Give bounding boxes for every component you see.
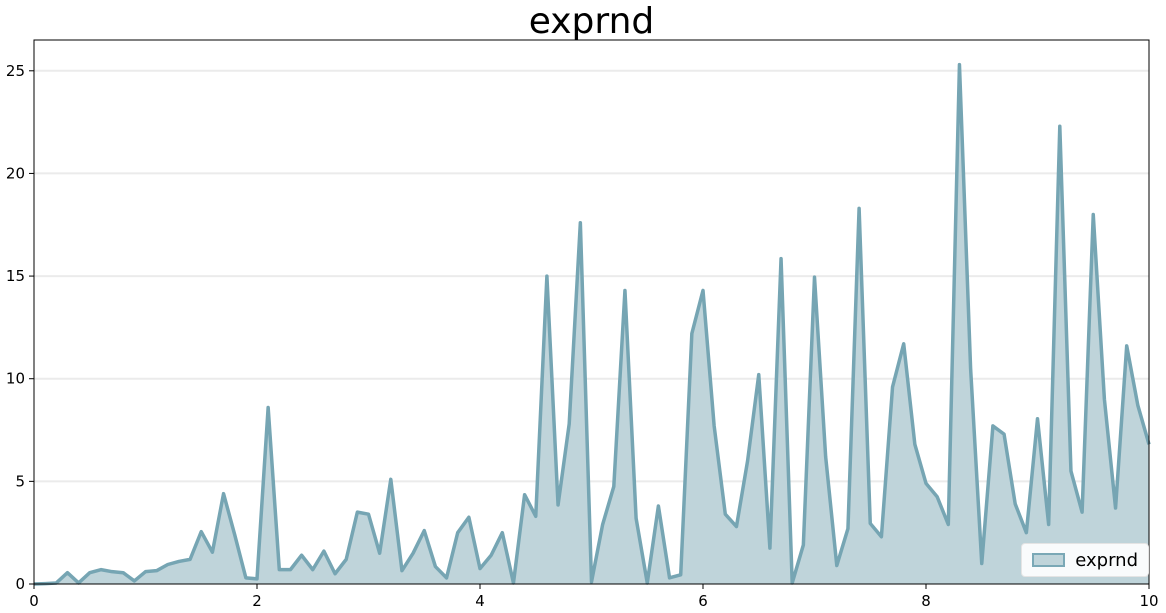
legend-swatch: [1032, 553, 1066, 567]
plot-frame: [33, 39, 1150, 585]
x-tick-label-4: 4: [475, 592, 485, 610]
y-tick-label-5: 5: [15, 472, 25, 490]
x-tick-label-2: 2: [252, 592, 262, 610]
y-axis-ticks: 0 5 10 15 20 25: [6, 62, 34, 593]
y-tick-label-10: 10: [6, 370, 25, 388]
y-tick-label-0: 0: [15, 575, 25, 593]
y-tick-label-15: 15: [6, 267, 25, 285]
x-axis-ticks: 0 2 4 6 8 10: [29, 584, 1159, 610]
y-tick-label-25: 25: [6, 62, 25, 80]
y-tick-label-20: 20: [6, 164, 25, 182]
legend: exprnd: [1021, 543, 1149, 577]
x-tick-label-0: 0: [29, 592, 39, 610]
series-area-fill: [34, 64, 1149, 584]
axes: [33, 39, 1150, 585]
x-tick-label-8: 8: [921, 592, 931, 610]
series-area-layer: [33, 62, 1151, 586]
series-line: [33, 62, 1151, 586]
x-tick-label-6: 6: [698, 592, 708, 610]
grid-lines: [34, 69, 1149, 483]
x-tick-label-10: 10: [1139, 592, 1158, 610]
legend-label: exprnd: [1075, 549, 1138, 571]
chart-title: exprnd: [528, 1, 655, 42]
